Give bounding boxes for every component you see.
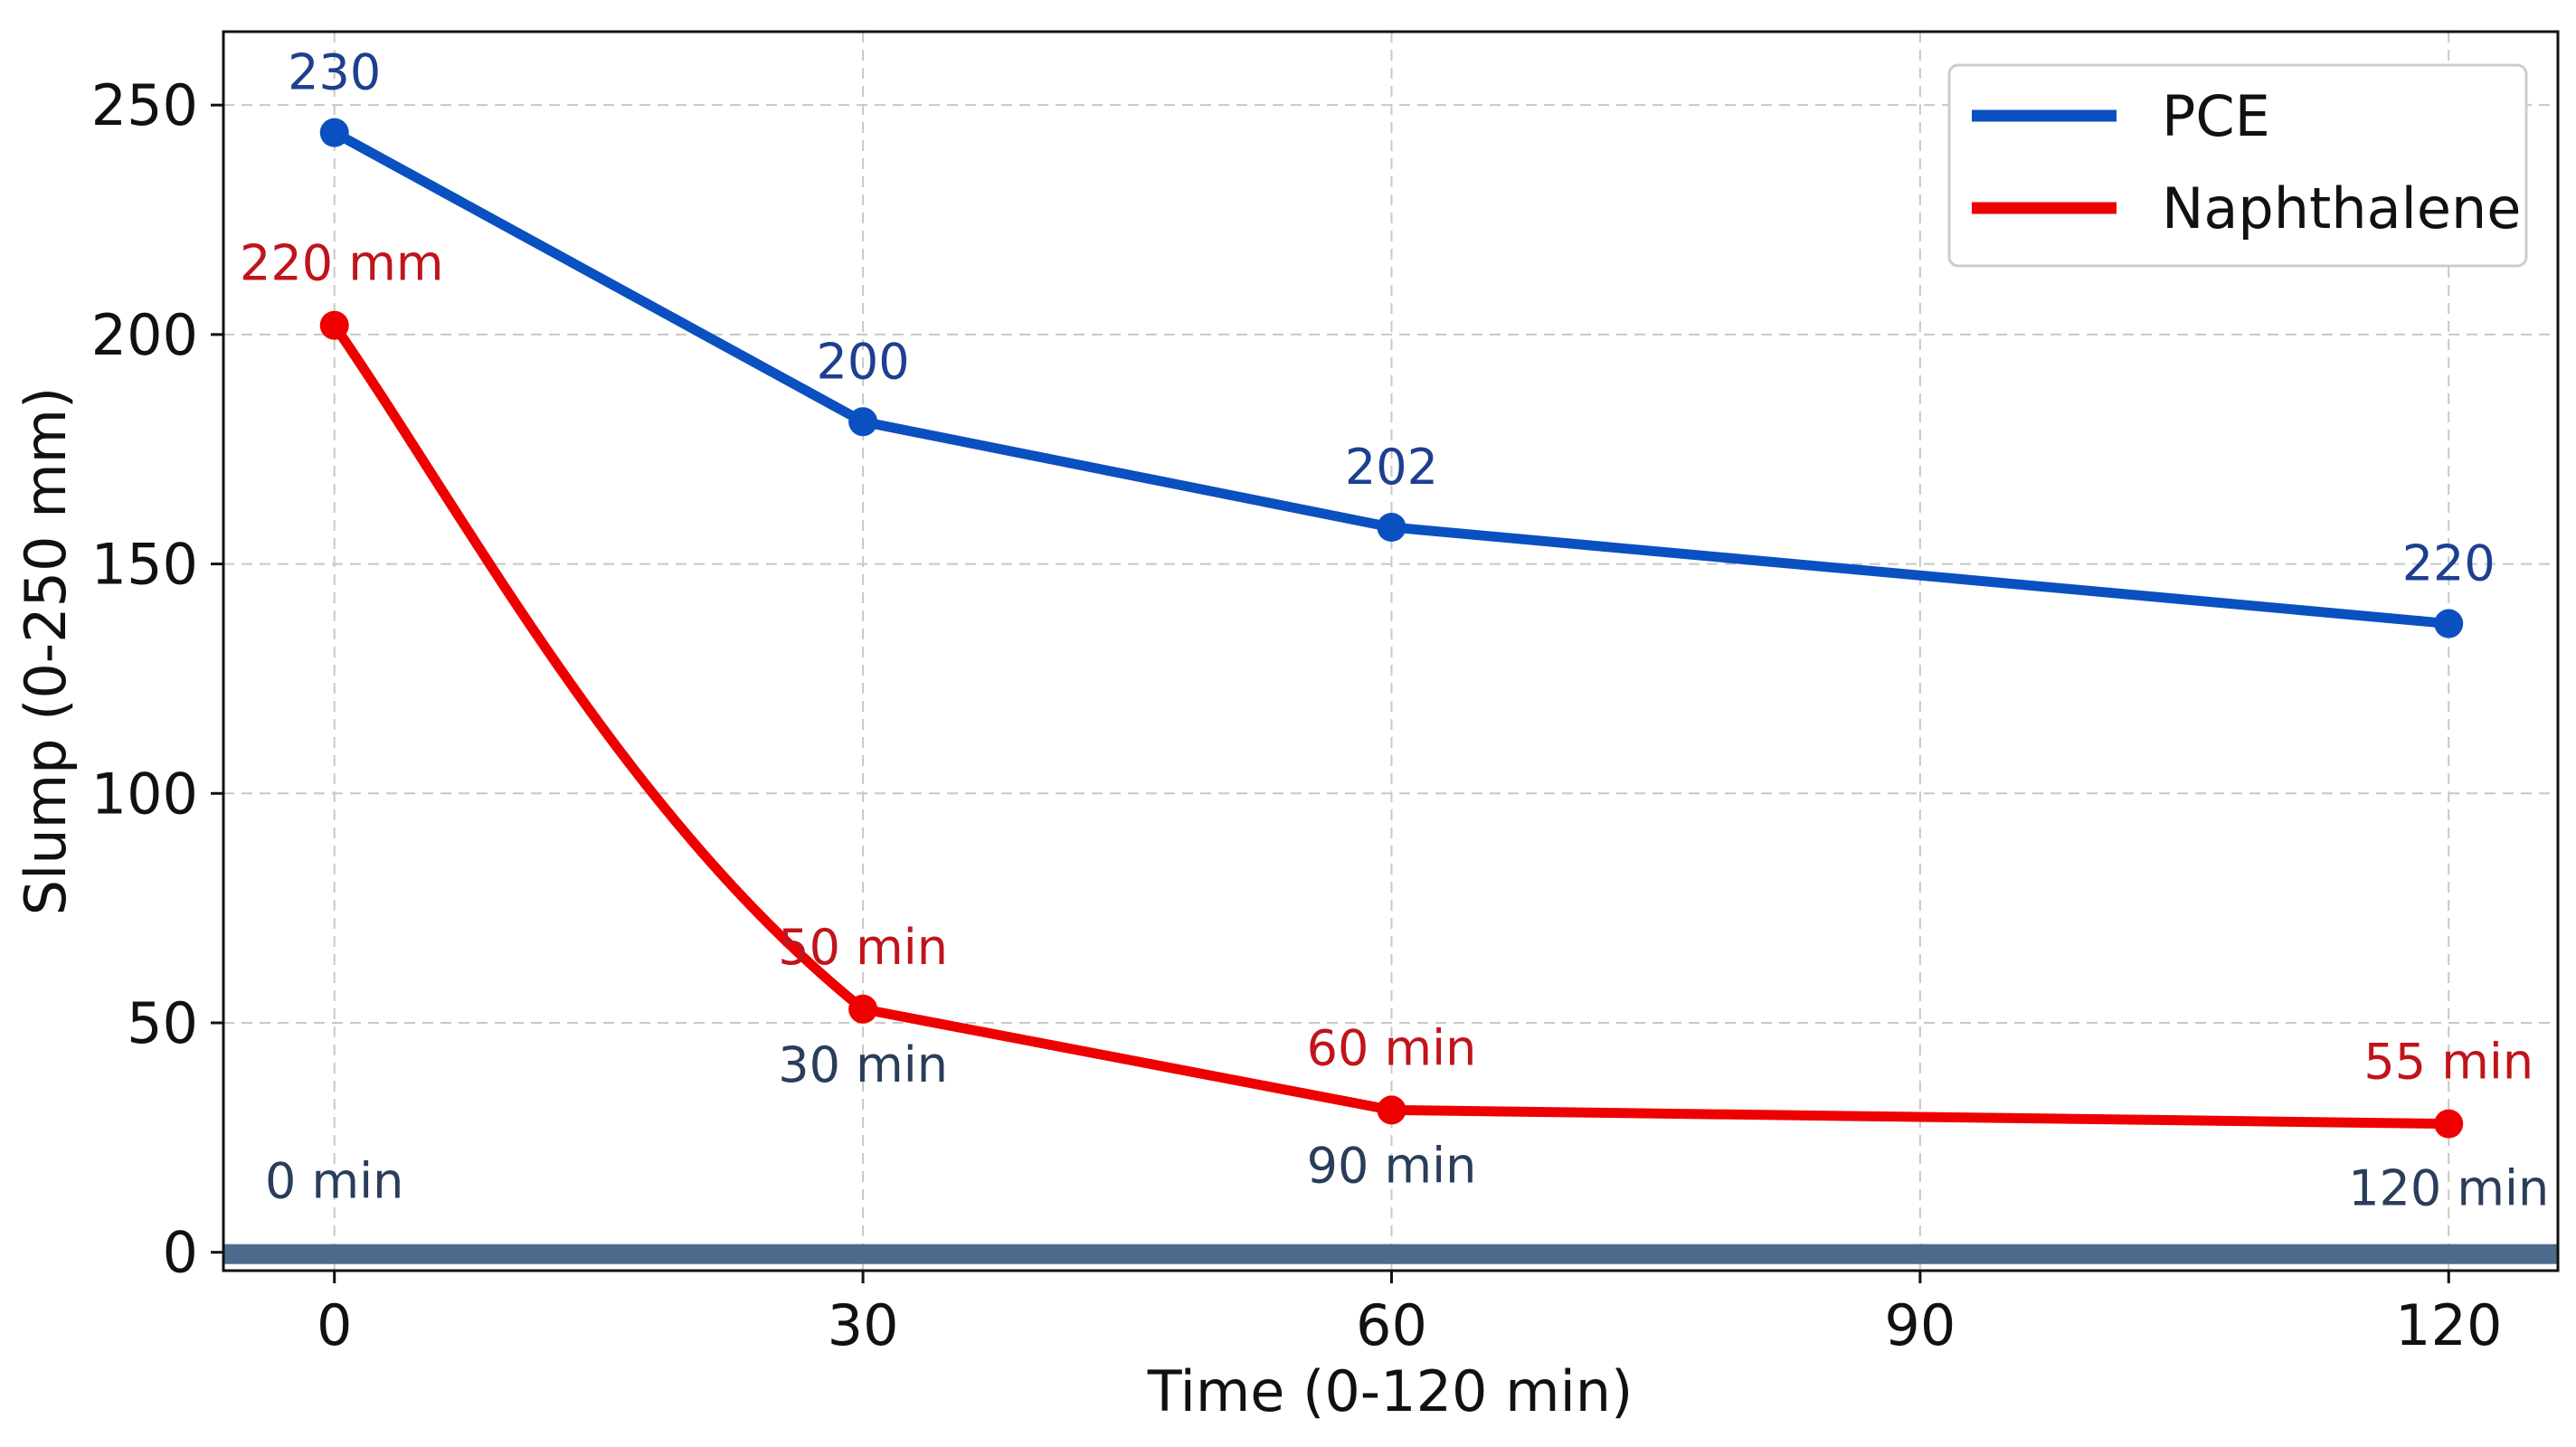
x-tick-label: 120 — [2395, 1292, 2502, 1358]
y-tick-label: 150 — [91, 532, 198, 598]
y-tick-label: 50 — [127, 990, 198, 1056]
pce-point-label: 230 — [288, 44, 381, 101]
time-annotation: 0 min — [265, 1153, 403, 1210]
y-axis-title: Slump (0-250 mm) — [13, 387, 79, 915]
series-line-pce — [329, 128, 2454, 629]
series-line-naphthalene — [329, 320, 2454, 1130]
pce-point-label: 200 — [817, 333, 910, 390]
series-lines — [329, 128, 2454, 1130]
y-tick-label: 250 — [91, 72, 198, 138]
legend-label-naphthalene: Naphthalene — [2162, 175, 2521, 241]
data-point-naphthalene — [1377, 1095, 1406, 1125]
y-tick-label: 100 — [91, 761, 198, 827]
naphthalene-point-label: 60 min — [1307, 1019, 1477, 1076]
x-tick-label: 0 — [317, 1292, 352, 1358]
pce-point-label: 220 — [2402, 535, 2496, 592]
y-axis-ticks: 0 50 100 150 200 250 — [91, 72, 223, 1286]
x-tick-label: 30 — [828, 1292, 899, 1358]
pce-point-label: 202 — [1345, 439, 1438, 496]
time-annotation: 120 min — [2348, 1160, 2549, 1217]
y-tick-label: 200 — [91, 302, 198, 368]
x-tick-label: 60 — [1356, 1292, 1427, 1358]
time-annotation: 30 min — [778, 1036, 948, 1093]
naphthalene-point-label: 220 mm — [240, 235, 443, 292]
data-point-pce — [2434, 609, 2464, 638]
data-point-pce — [848, 407, 878, 437]
legend: PCE Naphthalene — [1947, 63, 2528, 268]
legend-label-pce: PCE — [2162, 83, 2270, 149]
y-tick-label: 0 — [163, 1220, 198, 1286]
series-points — [319, 118, 2464, 1139]
zero-baseline-band — [223, 1244, 2558, 1264]
baseline-band — [223, 1244, 2558, 1264]
naphthalene-point-label: 50 min — [778, 919, 948, 976]
data-point-naphthalene — [848, 994, 878, 1024]
data-point-naphthalene — [319, 310, 349, 340]
data-annotations: 230 200 202 220 220 mm 50 min 60 min 55 min 0 mi… — [240, 44, 2549, 1217]
data-point-pce — [319, 118, 349, 147]
x-axis-title: Time (0-120 min) — [1147, 1358, 1634, 1424]
x-tick-label: 90 — [1884, 1292, 1956, 1358]
x-axis-ticks: 0 30 60 90 120 — [317, 1271, 2502, 1358]
data-point-naphthalene — [2434, 1109, 2464, 1139]
time-annotation: 90 min — [1307, 1137, 1477, 1194]
data-point-pce — [1377, 513, 1406, 542]
naphthalene-point-label: 55 min — [2363, 1034, 2533, 1091]
